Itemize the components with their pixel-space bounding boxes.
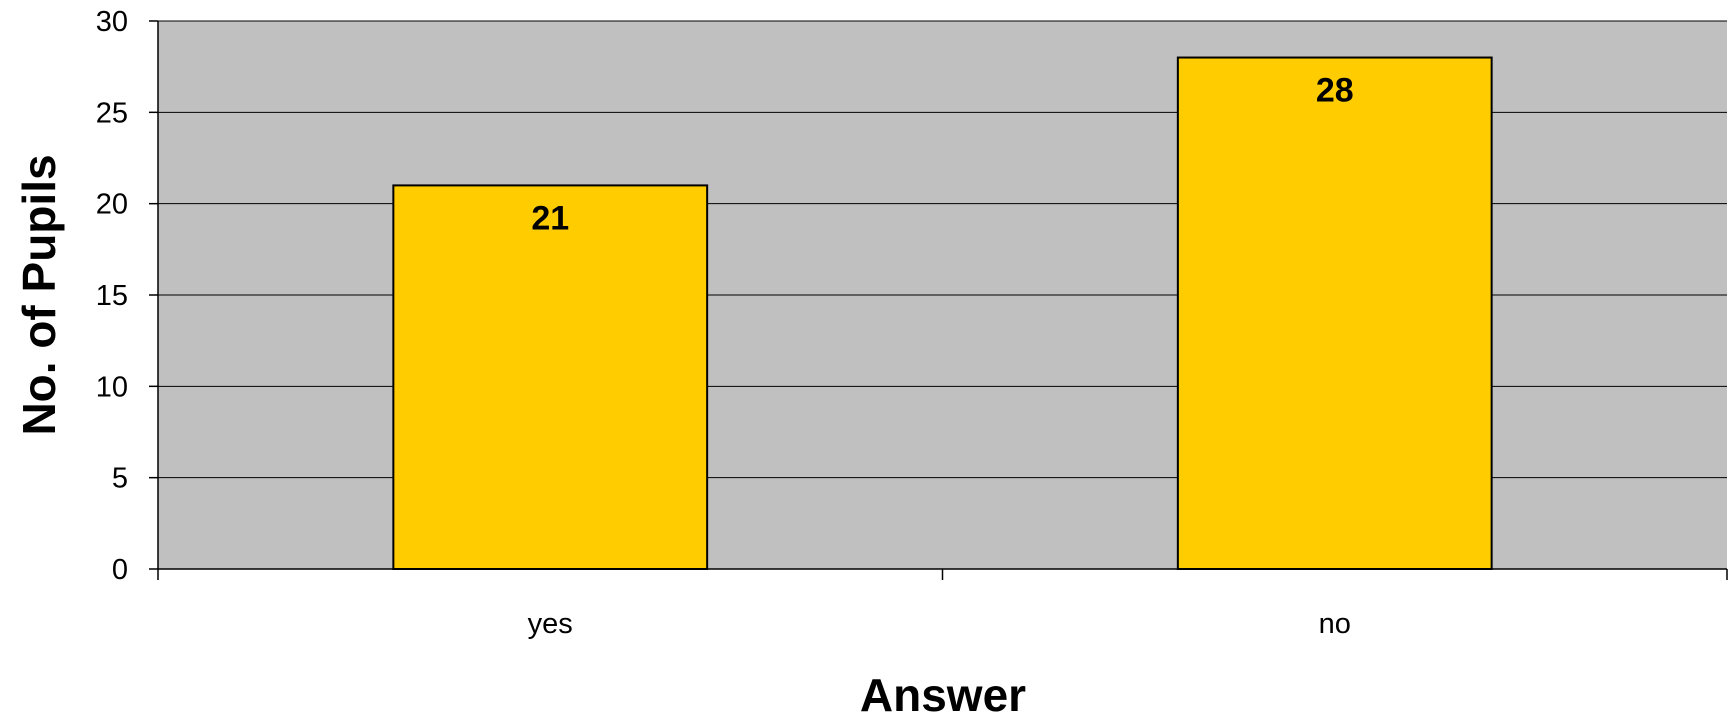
bars (392, 56, 1493, 571)
x-axis-title: Answer (860, 669, 1026, 718)
data-label-no: 28 (1316, 72, 1354, 110)
y-tick-label: 30 (96, 6, 128, 38)
data-labels: 21 28 (531, 72, 1353, 238)
y-tick-label: 20 (96, 189, 128, 221)
axes (149, 20, 1728, 580)
y-tick-label: 0 (112, 554, 128, 586)
x-tick-labels: yes no (528, 608, 1351, 640)
y-tick-label: 25 (96, 97, 128, 129)
y-tick-label: 15 (96, 280, 128, 312)
y-axis-title: No. of Pupils (13, 154, 65, 435)
bar-yes (392, 184, 709, 570)
y-tick-label: 5 (112, 463, 128, 495)
data-label-yes: 21 (531, 199, 569, 237)
x-tick-label-no: no (1319, 608, 1351, 640)
bar-no (1176, 56, 1493, 571)
y-tick-label: 10 (96, 371, 128, 403)
y-tick-labels: 0 5 10 15 20 25 30 (96, 6, 128, 586)
x-tick-label-yes: yes (528, 608, 573, 640)
